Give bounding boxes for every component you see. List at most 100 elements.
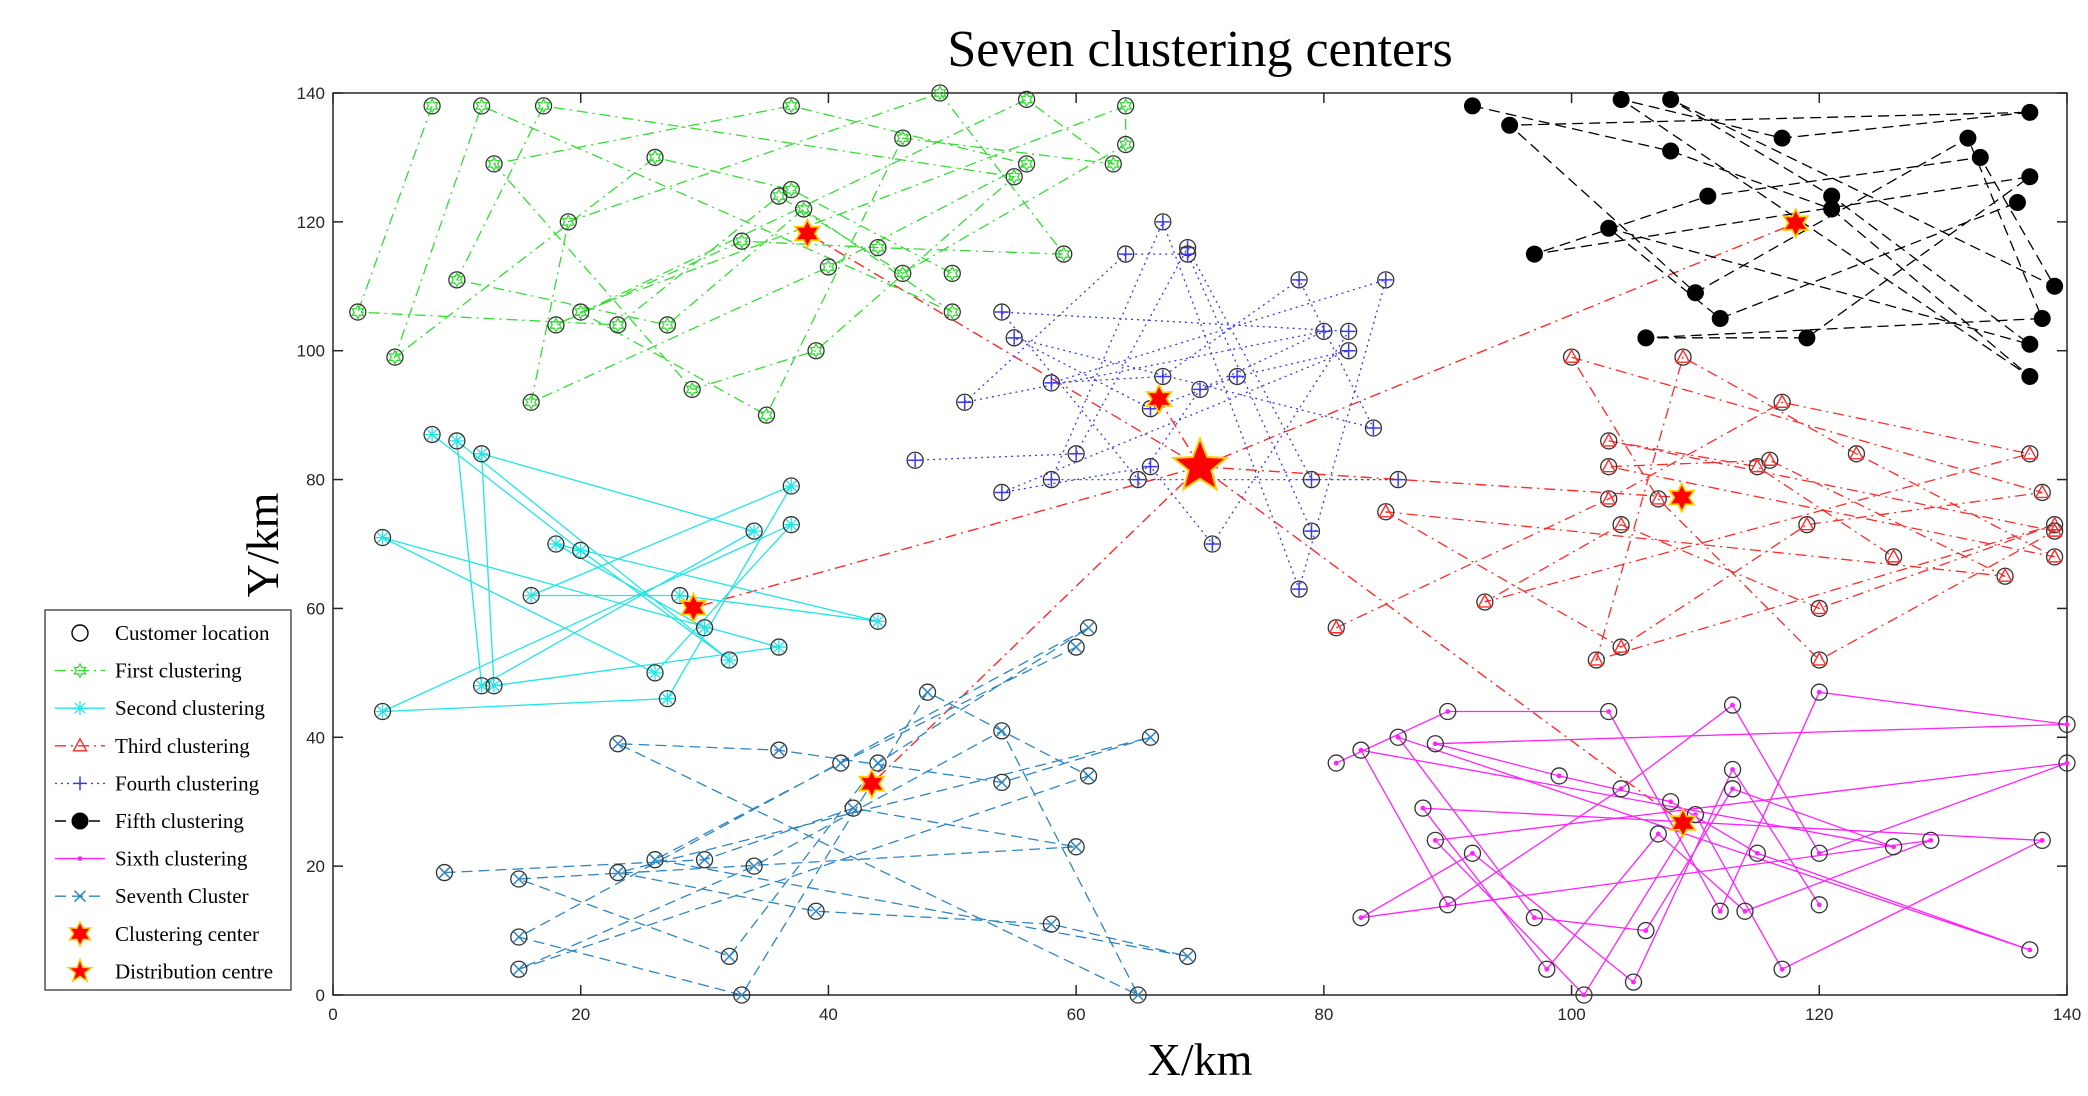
data-point <box>1316 324 1331 339</box>
cluster-center <box>793 217 822 250</box>
customer-location <box>1079 767 1098 785</box>
data-point <box>2008 194 2026 212</box>
data-point <box>648 853 662 866</box>
data-point <box>375 530 390 545</box>
data-point <box>660 317 675 333</box>
customer-location <box>448 432 466 450</box>
customer-location <box>1364 419 1383 437</box>
data-point <box>1391 472 1406 487</box>
data-point <box>2046 277 2064 295</box>
customer-location <box>472 445 491 463</box>
customer-location <box>472 97 491 115</box>
customer-location <box>1439 896 1457 914</box>
customer-location <box>1810 896 1828 914</box>
route-line <box>1335 356 2057 661</box>
data-point <box>2033 310 2051 327</box>
data-point <box>2034 483 2050 499</box>
data-point <box>524 394 538 411</box>
customer-location <box>658 316 677 334</box>
customer-location <box>435 863 454 882</box>
data-point <box>388 349 402 366</box>
data-point <box>1668 799 1674 805</box>
customer-location <box>1339 322 1358 341</box>
customer-location <box>609 863 627 882</box>
customer-location <box>522 393 540 411</box>
series-first <box>349 84 1135 424</box>
data-point <box>375 704 390 719</box>
customer-location <box>1017 90 1036 109</box>
customer-location <box>1389 470 1407 489</box>
data-point <box>1432 741 1438 747</box>
customer-location <box>658 689 677 708</box>
data-point <box>1754 850 1760 856</box>
customer-location <box>1352 909 1370 927</box>
legend-label: First clustering <box>115 659 242 683</box>
data-point <box>1959 129 1977 147</box>
customer-location <box>510 870 528 888</box>
series-sixth <box>1327 683 2076 1004</box>
data-point <box>2046 548 2063 563</box>
data-point <box>1304 524 1319 539</box>
data-point <box>1606 709 1612 714</box>
series-fourth <box>906 213 1407 598</box>
customer-location <box>1538 960 1556 978</box>
data-point <box>1816 689 1822 695</box>
legend-marker <box>73 776 87 791</box>
data-point <box>895 130 910 146</box>
cluster-center <box>1145 382 1174 416</box>
data-point <box>748 860 761 873</box>
data-point <box>1730 786 1735 792</box>
data-point <box>1601 490 1617 505</box>
customer-location <box>534 97 553 115</box>
data-point <box>1600 219 1618 237</box>
customer-location <box>510 928 528 946</box>
data-point <box>474 678 489 693</box>
data-point <box>1779 966 1785 972</box>
legend-label: Seventh Cluster <box>115 884 249 908</box>
data-point <box>512 872 525 886</box>
data-point <box>1816 902 1822 908</box>
data-point <box>1643 928 1649 933</box>
legend-item: Distribution centre <box>66 957 273 983</box>
data-point <box>1525 245 1543 263</box>
data-point <box>2046 522 2063 537</box>
data-point <box>474 446 489 461</box>
data-point <box>759 407 774 423</box>
data-point <box>1193 382 1207 397</box>
data-point <box>1613 638 1629 653</box>
data-point <box>1395 734 1401 740</box>
y-tick-label: 100 <box>297 342 325 361</box>
legend-item: Sixth clustering <box>55 847 248 871</box>
distribution-link <box>807 232 1201 468</box>
customer-location <box>1810 683 1828 701</box>
data-point <box>561 214 576 230</box>
data-point <box>735 988 748 1002</box>
data-point <box>1631 979 1636 985</box>
customer-location <box>733 986 751 1004</box>
legend-item: First clustering <box>55 659 242 683</box>
customer-location <box>683 380 701 399</box>
customer-location <box>609 735 627 753</box>
customer-location <box>2058 754 2076 772</box>
data-point <box>2021 168 2039 186</box>
data-point <box>2021 103 2039 121</box>
legend-label: Third clustering <box>115 734 250 758</box>
customer-location <box>1748 844 1767 862</box>
data-point <box>784 181 799 198</box>
data-point <box>1143 459 1158 474</box>
data-point <box>1007 168 1021 185</box>
distribution-centre <box>1170 435 1230 492</box>
data-point <box>425 427 440 442</box>
customer-location <box>1810 844 1828 862</box>
cluster-center <box>1667 481 1696 514</box>
data-point <box>2021 335 2039 353</box>
cluster-center <box>857 767 886 800</box>
data-point <box>1056 246 1071 262</box>
customer-location <box>373 528 392 547</box>
data-point <box>1205 537 1220 551</box>
customer-location <box>609 316 627 334</box>
data-point <box>1717 908 1723 914</box>
customer-location <box>720 947 738 965</box>
y-tick-label: 140 <box>297 84 325 103</box>
